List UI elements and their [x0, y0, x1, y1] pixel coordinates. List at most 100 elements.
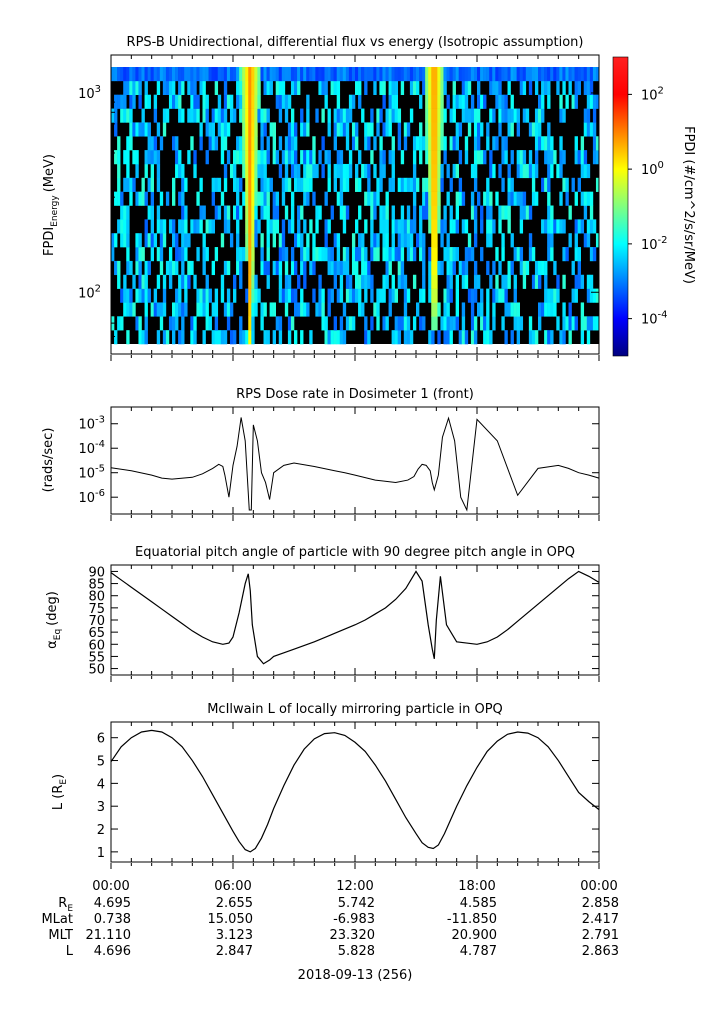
spectrogram-cell: [275, 67, 280, 82]
spectrogram-cell: [159, 316, 164, 331]
spectrogram-cell: [467, 233, 472, 248]
spectrogram-cell: [135, 233, 139, 248]
spectrogram-cell: [117, 274, 121, 289]
spectrogram-cell: [275, 219, 280, 234]
spectrogram-cell: [455, 219, 459, 234]
spectrogram-cell: [431, 288, 435, 303]
spectrogram-cell: [120, 316, 124, 331]
spectrogram-cell: [156, 247, 161, 262]
spectrogram-cell: [391, 94, 395, 109]
spectrogram-cell: [202, 260, 206, 276]
spectrogram-cell: [223, 177, 228, 192]
spectrogram-cell: [559, 94, 563, 109]
spectrogram-cell: [473, 233, 478, 248]
spectrogram-cell: [318, 288, 322, 303]
spectrogram-cell: [373, 233, 377, 248]
spectrogram-cell: [233, 177, 237, 192]
spectrogram-cell: [580, 150, 585, 165]
spectrogram-cell: [196, 108, 200, 123]
spectrogram-cell: [480, 316, 484, 331]
spectrogram-cell: [449, 316, 453, 331]
spectrogram-cell: [153, 94, 158, 109]
spectrogram-cell: [181, 205, 185, 220]
spectrogram-cell: [239, 136, 243, 151]
spectrogram-cell: [492, 163, 496, 179]
spectrogram-cell: [211, 219, 215, 234]
spectrogram-cell: [434, 163, 438, 179]
spectrogram-cell: [348, 288, 353, 303]
spectrogram-cell: [297, 163, 301, 179]
spectrogram-cell: [367, 67, 371, 82]
spectrogram-cell: [251, 108, 255, 123]
spectrogram-cell: [586, 108, 591, 123]
spectrogram-cell: [111, 247, 115, 262]
spectrogram-cell: [477, 136, 481, 151]
spectrogram-cell: [254, 219, 258, 234]
spectrogram-cell: [544, 67, 548, 82]
spectrogram-cell: [547, 330, 551, 345]
spectrogram-cell: [251, 122, 255, 137]
dose-yaxis-tick-label: 10-5: [78, 464, 105, 482]
spectrogram-cell: [211, 67, 215, 82]
spectrogram-cell: [538, 260, 542, 276]
spectrogram-cell: [364, 163, 368, 179]
spectrogram-cell: [452, 163, 456, 179]
spectrogram-cell: [361, 302, 365, 317]
spectrogram-cell: [568, 302, 572, 317]
spectrogram-cell: [510, 191, 514, 206]
spectrogram-cell: [522, 80, 527, 95]
spectrogram-title: RPS-B Unidirectional, differential flux …: [127, 35, 584, 50]
spectrogram-cell: [175, 260, 179, 276]
spectrogram-cell: [409, 108, 414, 123]
spectrogram-cell: [217, 108, 222, 123]
spectrogram-cell: [495, 80, 499, 95]
spectrogram-cell: [318, 150, 322, 165]
spectrogram-cell: [303, 150, 307, 165]
spectrogram-cell: [425, 205, 429, 220]
spectrogram-cell: [477, 108, 481, 123]
spectrogram-cell: [428, 274, 432, 289]
spectrogram-cell: [550, 67, 554, 82]
spectrogram-cell: [437, 150, 441, 165]
spectrogram-cell: [425, 136, 429, 151]
spectrogram-cell: [504, 205, 508, 220]
spectrogram-cell: [275, 191, 280, 206]
spectrogram-cell: [278, 316, 283, 331]
spectrogram-cell: [434, 94, 438, 109]
spectrogram-cell: [495, 67, 499, 82]
spectrogram-cell: [397, 219, 402, 234]
spectrogram-cell: [391, 219, 395, 234]
spectrogram-cell: [251, 205, 255, 220]
spectrogram-cell: [428, 288, 432, 303]
spectrogram-cell: [473, 316, 478, 331]
spectrogram-cell: [300, 302, 304, 317]
ephemeris-value: 20.900: [452, 928, 498, 943]
spectrogram-cell: [351, 94, 356, 109]
spectrogram-cell: [315, 108, 319, 123]
spectrogram-cell: [419, 136, 423, 151]
spectrogram-cell: [367, 260, 371, 276]
spectrogram-cell: [467, 67, 472, 82]
spectrogram-cell: [431, 122, 435, 137]
pitch-yaxis-tick-label: 65: [88, 626, 105, 641]
spectrogram-cell: [266, 205, 270, 220]
spectrogram-cell: [275, 205, 280, 220]
spectrogram-cell: [452, 67, 456, 82]
spectrogram-cell: [574, 274, 578, 289]
lshell-y-label: L (RE): [51, 774, 69, 810]
spectrogram-cell: [278, 260, 283, 276]
spectrogram-cell: [379, 163, 383, 179]
ephemeris-value: 4.696: [94, 944, 131, 959]
spectrogram-cell: [489, 191, 493, 206]
spectrogram-cell: [153, 288, 158, 303]
spectrogram-cell: [443, 136, 447, 151]
spectrogram-cell: [492, 108, 496, 123]
spectrogram-cell: [409, 233, 414, 248]
spectrogram-cell: [245, 330, 249, 345]
spectrogram-cell: [397, 233, 402, 248]
spectrogram-cell: [550, 136, 554, 151]
spectrogram-cell: [165, 260, 170, 276]
spectrogram-cell: [571, 288, 575, 303]
spectrogram-cell: [324, 191, 328, 206]
spectrogram-cell: [318, 67, 322, 82]
